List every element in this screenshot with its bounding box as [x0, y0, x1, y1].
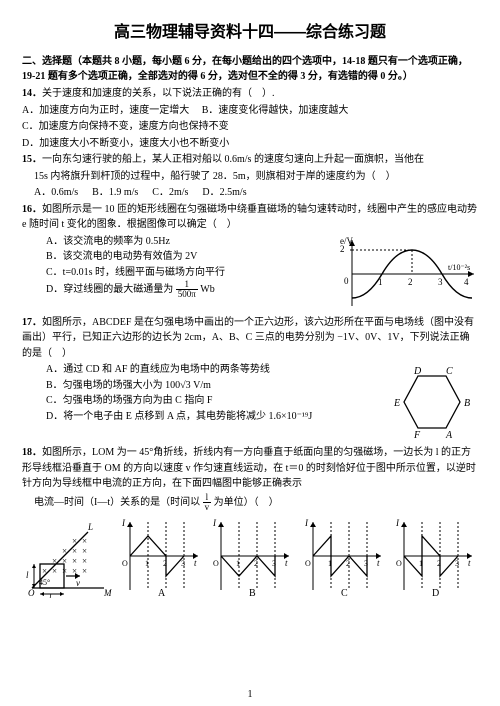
svg-text:×: × — [72, 546, 77, 556]
q15-opt-b: B．1.9 m/s — [92, 185, 138, 201]
svg-text:M: M — [103, 588, 112, 598]
svg-text:×: × — [62, 546, 67, 556]
svg-text:t: t — [285, 558, 288, 568]
xtick-3: 3 — [438, 277, 443, 287]
svg-text:1: 1 — [145, 559, 149, 568]
q18-graph-b: I t O 123 B — [209, 516, 295, 598]
q16-figure: e/V 2 1 2 3 4 t/10⁻²s 0 — [338, 234, 478, 315]
hex-B: B — [464, 398, 470, 409]
q15-number: 15． — [22, 154, 42, 165]
svg-text:×: × — [82, 546, 87, 556]
q14-opt-c: C．加速度方向保持不变，速度方向也保持不变 — [22, 119, 478, 135]
xtick-2: 2 — [408, 277, 413, 287]
svg-text:O: O — [122, 559, 128, 568]
svg-text:3: 3 — [181, 559, 185, 568]
hex-D: D — [413, 366, 422, 377]
q18-stem: 如图所示，LOM 为一 45°角折线，折线内有一方向垂直于纸面向里的匀强磁场，一… — [22, 447, 476, 489]
svg-text:l: l — [49, 592, 52, 598]
svg-text:C: C — [341, 588, 348, 598]
question-16: 16．如图所示是一 10 匝的矩形线圈在匀强磁场中绕垂直磁场的轴匀速转动时，线圈… — [22, 202, 478, 233]
q17-stem: 如图所示，ABCDEF 是在匀强电场中画出的一个正六边形，该六边形所在平面与电场… — [22, 317, 474, 359]
svg-text:I: I — [304, 518, 309, 528]
page-title: 高三物理辅导资料十四——综合练习题 — [22, 18, 478, 42]
sine-chart: e/V 2 1 2 3 4 t/10⁻²s 0 — [340, 236, 474, 306]
svg-text:×: × — [72, 536, 77, 546]
q18-graph-d: I t O 123 D — [392, 516, 478, 598]
q14-number: 14． — [22, 88, 42, 99]
hex-F: F — [413, 430, 421, 441]
svg-text:2: 2 — [254, 559, 258, 568]
svg-text:×: × — [72, 556, 77, 566]
question-18: 18．如图所示，LOM 为一 45°角折线，折线内有一方向垂直于纸面向里的匀强磁… — [22, 445, 478, 492]
svg-text:l: l — [26, 570, 29, 580]
question-17: 17．如图所示，ABCDEF 是在匀强电场中画出的一个正六边形，该六边形所在平面… — [22, 315, 478, 362]
q18-graph-c: I t O 123 C — [301, 516, 387, 598]
q15-opt-d: D．2.5m/s — [202, 185, 246, 201]
q18-stem2: 电流―时间（I―t）关系的是（时间以 lv 为单位）（ ） — [34, 493, 478, 512]
hex-C: C — [446, 366, 453, 377]
svg-text:×: × — [82, 556, 87, 566]
svg-text:I: I — [395, 518, 400, 528]
q15-options: A．0.6m/s B．1.9 m/s C．2m/s D．2.5m/s — [34, 185, 478, 201]
hex-E: E — [393, 398, 400, 409]
q18-figures: O L M ××××× ×××× ××× ×× 45° v l l I t O — [26, 516, 478, 598]
svg-text:t: t — [468, 558, 471, 568]
hexagon — [404, 376, 460, 428]
svg-text:O: O — [396, 559, 402, 568]
svg-text:1: 1 — [236, 559, 240, 568]
svg-text:×: × — [42, 566, 47, 576]
question-15: 15．一向东匀速行驶的船上，某人正相对船以 0.6m/s 的速度匀速向上升起一面… — [22, 152, 478, 168]
svg-text:D: D — [432, 588, 439, 598]
svg-text:t: t — [377, 558, 380, 568]
svg-text:×: × — [82, 536, 87, 546]
svg-text:L: L — [87, 522, 93, 532]
svg-text:3: 3 — [455, 559, 459, 568]
q14-opt-d: D．加速度大小不断变小，速度大小也不断变小 — [22, 136, 478, 152]
q18-field-diagram: O L M ××××× ×××× ××× ×× 45° v l l — [26, 516, 112, 598]
question-14: 14．关于速度和加速度的关系，以下说法正确的有（ ）. — [22, 86, 478, 102]
svg-text:I: I — [121, 518, 126, 528]
q17-number: 17． — [22, 317, 42, 328]
svg-text:t: t — [194, 558, 197, 568]
svg-text:×: × — [82, 566, 87, 576]
q15-stem2: 15s 内将旗升到杆顶的过程中，船行驶了 28．5m，则旗相对于岸的速度约为（ … — [34, 169, 478, 185]
svg-text:2: 2 — [346, 559, 350, 568]
hex-A: A — [445, 430, 453, 441]
q16-number: 16． — [22, 204, 42, 215]
svg-text:O: O — [28, 588, 35, 598]
svg-text:×: × — [52, 566, 57, 576]
q15-opt-a: A．0.6m/s — [34, 185, 78, 201]
q17-figure: D C E B F A — [386, 362, 478, 445]
q14-opt-a: A．加速度方向为正时，速度一定增大 — [22, 105, 189, 116]
q18-number: 18． — [22, 447, 42, 458]
q15-stem1: 一向东匀速行驶的船上，某人正相对船以 0.6m/s 的速度匀速向上升起一面旗帜，… — [42, 154, 424, 165]
q14-row1: A．加速度方向为正时，速度一定增大 B．速度变化得越快，加速度越大 — [22, 103, 478, 119]
svg-text:A: A — [158, 588, 166, 598]
svg-text:O: O — [213, 559, 219, 568]
svg-text:O: O — [305, 559, 311, 568]
svg-text:B: B — [249, 588, 256, 598]
xlabel: t/10⁻²s — [448, 263, 470, 272]
q14-stem: 关于速度和加速度的关系，以下说法正确的有（ ）. — [42, 88, 275, 99]
q18-graph-a: I t O 123 A — [118, 516, 204, 598]
svg-text:I: I — [212, 518, 217, 528]
ytick-2: 2 — [340, 244, 345, 254]
q15-opt-c: C．2m/s — [152, 185, 188, 201]
q16-stem: 如图所示是一 10 匝的矩形线圈在匀强磁场中绕垂直磁场的轴匀速转动时，线圈中产生… — [22, 204, 477, 231]
origin: 0 — [344, 276, 349, 286]
xtick-1: 1 — [378, 277, 383, 287]
q14-opt-b: B．速度变化得越快，加速度越大 — [202, 105, 349, 116]
xtick-4: 4 — [464, 277, 469, 287]
svg-text:45°: 45° — [39, 578, 50, 587]
page-number: 1 — [248, 689, 253, 700]
svg-text:v: v — [76, 578, 80, 588]
section-header: 二、选择题（本题共 8 小题，每小题 6 分，在每小题给出的四个选项中，14-1… — [22, 54, 478, 84]
